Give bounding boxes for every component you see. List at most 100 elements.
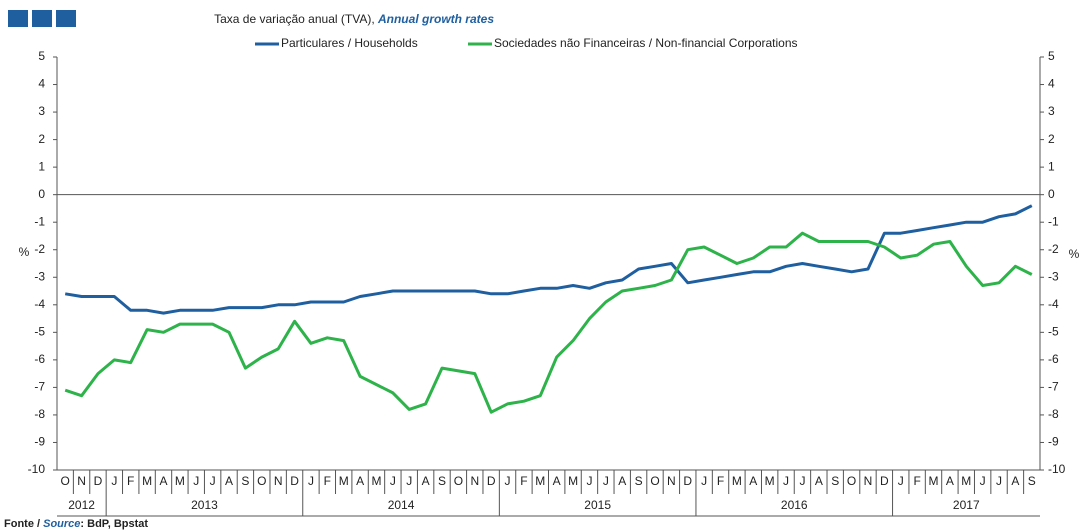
x-tick-label: J [406,474,412,488]
title: Taxa de variação anual (TVA), [214,12,378,26]
x-tick-label: A [159,474,167,488]
x-tick-label: J [603,474,609,488]
x-tick-label: J [586,474,592,488]
x-tick-label: N [667,474,676,488]
y-tick-label: -8 [34,407,45,421]
y2-tick-label: -3 [1048,269,1059,283]
y-tick-label: -5 [34,325,45,339]
x-tick-label: O [650,474,659,488]
y2-tick-label: -7 [1048,380,1059,394]
x-tick-label: J [783,474,789,488]
x-tick-label: F [717,474,724,488]
x-tick-label: J [996,474,1002,488]
y2-tick-label: 5 [1048,49,1055,63]
y-tick-label: 5 [38,49,45,63]
x-tick-label: A [1011,474,1019,488]
y-tick-label: 1 [38,159,45,173]
x-tick-label: N [864,474,873,488]
x-tick-label: A [815,474,823,488]
logo-square [32,10,52,27]
y-tick-label: -10 [28,462,46,476]
source-suffix: : BdP, Bpstat [80,518,148,530]
y2-tick-label: 2 [1048,132,1055,146]
x-tick-label: D [290,474,299,488]
y-tick-label: -7 [34,380,45,394]
x-tick-label: N [274,474,283,488]
y2-tick-label: 4 [1048,77,1055,91]
x-tick-label: F [913,474,920,488]
source-prefix: Fonte / [4,518,43,530]
x-tick-label: N [470,474,479,488]
y-tick-label: 4 [38,77,45,91]
x-tick-label: M [929,474,939,488]
x-tick-label: M [175,474,185,488]
y2-axis-label: % [1069,247,1080,261]
y-tick-label: -9 [34,435,45,449]
x-group-label: 2014 [388,498,415,512]
x-tick-label: O [847,474,856,488]
x-group-label: 2017 [953,498,980,512]
x-tick-label: J [980,474,986,488]
y-tick-label: 2 [38,132,45,146]
x-group-label: 2013 [191,498,218,512]
logo-square [56,10,76,27]
x-tick-label: F [324,474,331,488]
x-group-label: 2016 [781,498,808,512]
title-emphasis: Annual growth rates [377,12,494,26]
y-tick-label: -6 [34,352,45,366]
x-tick-label: J [701,474,707,488]
y2-tick-label: 3 [1048,104,1055,118]
x-tick-label: A [422,474,430,488]
x-tick-label: M [961,474,971,488]
y-axis-label: % [19,245,30,259]
x-tick-label: A [618,474,626,488]
y-tick-label: 0 [38,187,45,201]
y-tick-label: -2 [34,242,45,256]
y-tick-label: -1 [34,214,45,228]
x-tick-label: J [210,474,216,488]
x-tick-label: O [61,474,70,488]
y2-tick-label: 1 [1048,159,1055,173]
x-tick-label: J [390,474,396,488]
y2-tick-label: -4 [1048,297,1059,311]
legend-label: Sociedades não Financeiras / Non-financi… [494,36,798,50]
x-tick-label: S [438,474,446,488]
y2-tick-label: 0 [1048,187,1055,201]
x-tick-label: A [749,474,757,488]
y2-tick-label: -5 [1048,325,1059,339]
x-tick-label: F [127,474,134,488]
y2-tick-label: -2 [1048,242,1059,256]
y2-tick-label: -9 [1048,435,1059,449]
series-line [64,204,1033,315]
y2-tick-label: -6 [1048,352,1059,366]
x-tick-label: S [635,474,643,488]
y-tick-label: -4 [34,297,45,311]
x-tick-label: J [308,474,314,488]
source: Fonte / Source: BdP, Bpstat [4,518,148,530]
x-tick-label: F [520,474,527,488]
x-tick-label: D [94,474,103,488]
x-tick-label: A [356,474,364,488]
x-tick-label: M [732,474,742,488]
y2-tick-label: -1 [1048,214,1059,228]
x-tick-label: D [880,474,889,488]
x-tick-label: J [799,474,805,488]
x-tick-label: A [553,474,561,488]
x-tick-label: D [683,474,692,488]
x-tick-label: M [765,474,775,488]
logo-square [8,10,28,27]
x-tick-label: J [505,474,511,488]
x-group-label: 2015 [584,498,611,512]
x-group-label: 2012 [68,498,95,512]
x-tick-label: N [77,474,86,488]
x-tick-label: J [111,474,117,488]
x-tick-label: J [898,474,904,488]
y2-tick-label: -8 [1048,407,1059,421]
x-tick-label: M [568,474,578,488]
x-tick-label: S [831,474,839,488]
x-tick-label: O [454,474,463,488]
x-tick-label: M [339,474,349,488]
y2-tick-label: -10 [1048,462,1066,476]
x-tick-label: D [487,474,496,488]
